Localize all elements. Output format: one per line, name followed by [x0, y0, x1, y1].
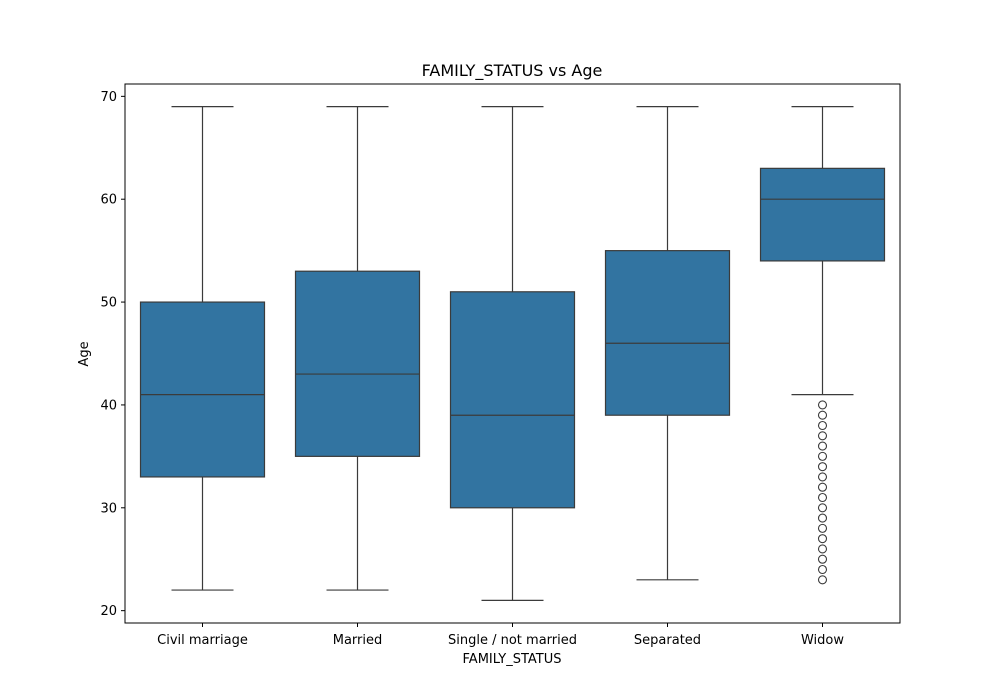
y-tick-label: 60 — [100, 193, 117, 208]
outlier-point — [817, 564, 828, 575]
box-group — [139, 106, 266, 591]
outlier-point — [817, 513, 828, 523]
outlier-point — [817, 482, 828, 492]
x-tick-label: Widow — [801, 633, 844, 648]
outlier-point — [817, 575, 828, 585]
box-iqr — [294, 270, 421, 457]
chart-title: FAMILY_STATUS vs Age — [422, 61, 603, 81]
box-iqr — [449, 291, 576, 509]
x-axis-label: FAMILY_STATUS — [463, 652, 562, 667]
box-iqr — [759, 167, 886, 262]
outlier-point — [817, 472, 828, 482]
plot-area — [139, 106, 886, 601]
y-tick-label: 20 — [100, 604, 117, 619]
box-group — [759, 106, 886, 585]
outlier-point — [817, 441, 828, 451]
outlier-point — [817, 400, 828, 410]
y-tick-label: 50 — [100, 296, 117, 311]
box-iqr — [139, 301, 266, 478]
outlier-point — [817, 451, 828, 461]
outlier-point — [817, 431, 828, 441]
outlier-point — [817, 544, 828, 554]
outlier-point — [817, 534, 828, 544]
outlier-point — [817, 503, 828, 513]
y-axis-label: Age — [77, 341, 92, 366]
y-tick-label: 70 — [100, 90, 117, 105]
box-iqr — [604, 250, 731, 416]
x-tick-label: Married — [333, 633, 383, 648]
box-group — [604, 106, 731, 581]
outlier-point — [817, 462, 828, 472]
x-tick-label: Separated — [634, 633, 701, 648]
x-tick-label: Single / not married — [448, 633, 577, 648]
outlier-point — [817, 554, 828, 564]
outlier-point — [817, 410, 828, 420]
x-tick-label: Civil marriage — [157, 633, 248, 648]
y-tick-label: 40 — [100, 398, 117, 413]
outlier-point — [817, 492, 828, 503]
box-group — [449, 106, 576, 601]
y-tick-label: 30 — [100, 501, 117, 516]
box-group — [294, 106, 421, 591]
outlier-point — [817, 523, 828, 533]
outlier-point — [817, 420, 828, 431]
